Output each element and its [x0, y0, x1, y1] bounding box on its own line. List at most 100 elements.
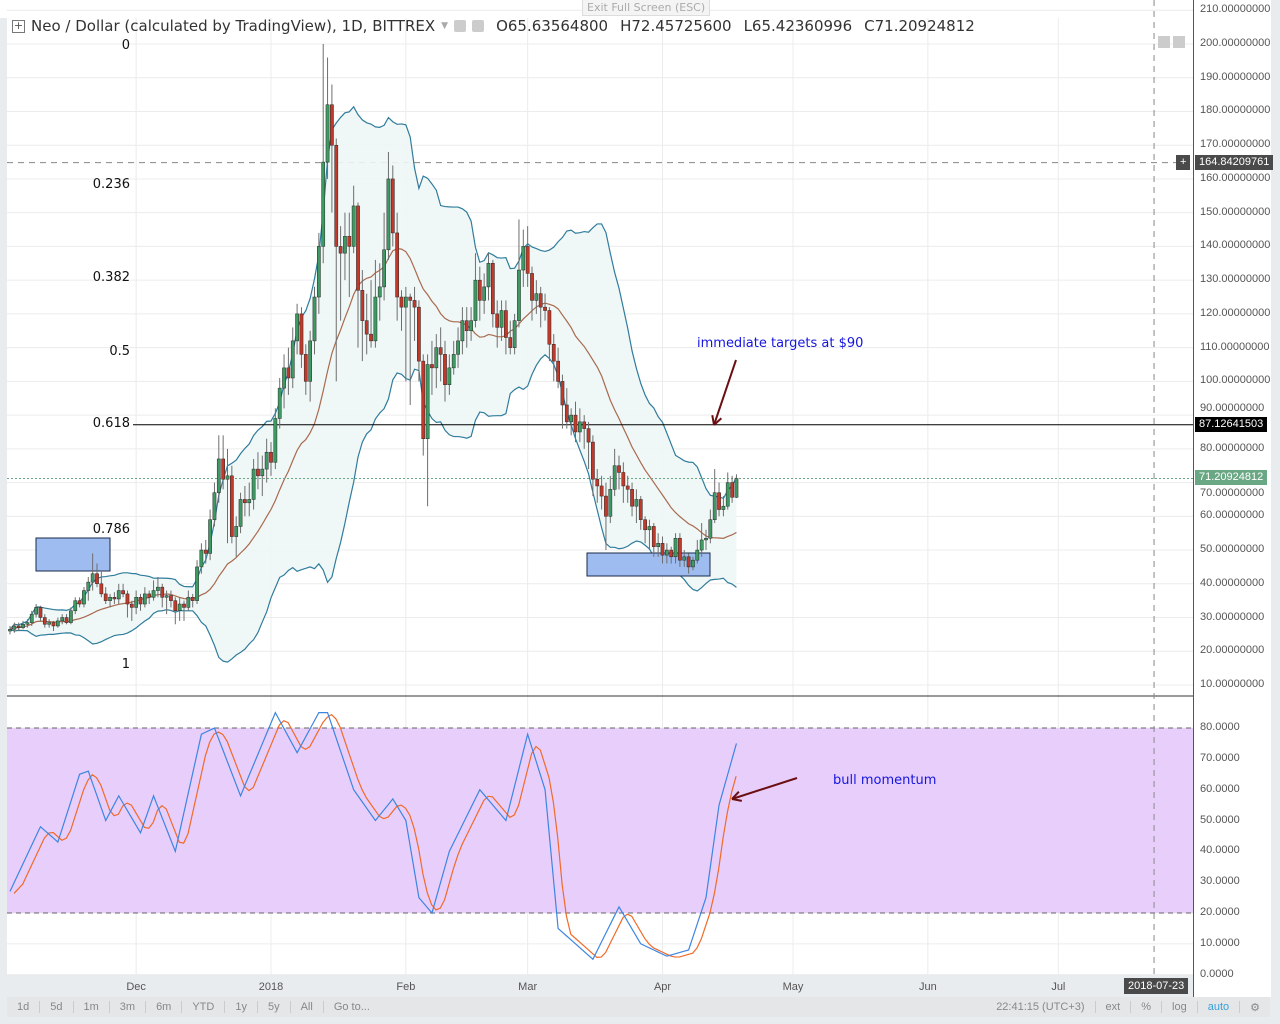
candle-up [108, 597, 112, 601]
stoch-tick-label: 0.0000 [1200, 967, 1234, 980]
bollinger-fill [10, 106, 737, 663]
candle-down [125, 593, 130, 605]
candle-up [460, 320, 465, 342]
collapse-legend-icon[interactable]: + [12, 18, 25, 33]
range-3m[interactable]: 3m [110, 1001, 147, 1013]
pane-maximize-icon[interactable] [1173, 36, 1185, 48]
add-alert-icon[interactable]: + [1176, 154, 1191, 170]
candle-up [151, 590, 156, 598]
candle-down [42, 617, 47, 625]
low-value: L65.42360996 [743, 17, 853, 35]
gear-icon[interactable] [472, 20, 485, 32]
time-axis-label: Feb [396, 981, 416, 993]
candle-down [356, 205, 360, 291]
candle-up [608, 489, 613, 517]
auto-toggle[interactable]: auto [1198, 1001, 1241, 1013]
candle-down [221, 458, 226, 480]
price-tick-label: 180.00000000 [1200, 104, 1271, 117]
candle-down [243, 499, 247, 504]
candle-up [8, 629, 12, 632]
price-tick-label: 160.00000000 [1200, 171, 1271, 184]
candle-down [417, 306, 421, 362]
candle-up [691, 559, 695, 568]
clock[interactable]: 22:41:15 (UTC+3) [986, 1001, 1096, 1013]
candle-up [82, 590, 86, 605]
price-tick-label: 80.00000000 [1200, 441, 1265, 454]
candle-down [586, 428, 591, 443]
price-tick-label: 130.00000000 [1200, 273, 1271, 286]
candle-up [208, 519, 212, 554]
close-value: C71.20924812 [864, 17, 975, 35]
price-tick-label: 200.00000000 [1200, 36, 1271, 49]
range-6m[interactable]: 6m [146, 1001, 183, 1013]
momentum-arrow-head [731, 798, 743, 802]
fib-label: 0.5 [109, 344, 130, 360]
candle-down [103, 593, 108, 601]
candle-down [560, 381, 565, 406]
price-tick-label: 190.00000000 [1200, 70, 1271, 83]
candle-down [421, 360, 426, 439]
eye-icon[interactable] [454, 20, 467, 32]
goto-button[interactable]: Go to... [333, 1001, 370, 1013]
candle-up [60, 617, 65, 622]
candle-up [569, 414, 573, 423]
fib-label: 0.786 [92, 521, 130, 537]
candle-up [482, 286, 486, 301]
candle-down [99, 583, 104, 595]
candle-up [12, 625, 17, 630]
log-toggle[interactable]: log [1162, 1001, 1198, 1013]
candle-down [230, 475, 234, 537]
candle-down [129, 603, 134, 608]
candle-up [164, 595, 169, 598]
symbol-title[interactable]: Neo / Dollar (calculated by TradingView)… [31, 17, 436, 35]
stoch-tick-label: 70.0000 [1200, 751, 1240, 764]
candle-up [247, 499, 252, 504]
range-1m[interactable]: 1m [74, 1001, 110, 1013]
candle-down [595, 478, 600, 487]
ext-toggle[interactable]: ext [1096, 1001, 1132, 1013]
chart-canvas[interactable] [0, 0, 1193, 997]
candle-up [377, 286, 382, 298]
candle-down [190, 597, 195, 601]
range-all[interactable]: All [291, 1001, 324, 1013]
candle-up [29, 613, 34, 623]
chevron-down-icon[interactable]: ▼ [441, 21, 449, 31]
candle-up [486, 263, 491, 288]
fib-price-tag: 87.12641503 [1195, 416, 1268, 432]
candle-up [116, 590, 121, 600]
candle-up [317, 246, 321, 298]
candle-down [77, 600, 82, 605]
candle-down [399, 296, 404, 308]
candle-down [95, 573, 99, 585]
candle-down [299, 313, 304, 355]
candle-down [408, 296, 413, 301]
candle-up [682, 556, 687, 561]
open-value: O65.63564800 [496, 17, 609, 35]
candle-down [591, 441, 595, 480]
pane-minimize-icon[interactable] [1158, 36, 1170, 48]
candle-down [530, 273, 534, 301]
range-1d[interactable]: 1d [7, 1001, 41, 1013]
fib-label: 0.382 [92, 269, 130, 285]
candle-up [234, 526, 239, 537]
range-5y[interactable]: 5y [258, 1001, 291, 1013]
candle-up [34, 607, 38, 615]
targets-arrow [713, 359, 737, 426]
candle-up [695, 549, 700, 561]
candle-down [491, 263, 495, 315]
candle-down [364, 320, 369, 335]
range-1y[interactable]: 1y [225, 1001, 258, 1013]
percent-toggle[interactable]: % [1131, 1001, 1163, 1013]
time-axis-label: Jun [918, 981, 937, 993]
candle-down [669, 549, 674, 558]
candle-up [499, 310, 504, 328]
range-5d[interactable]: 5d [40, 1001, 74, 1013]
range-ytd[interactable]: YTD [182, 1001, 226, 1013]
exit-fullscreen-button[interactable]: Exit Full Screen (ESC) [582, 0, 711, 16]
candle-down [604, 495, 608, 517]
candle-down [678, 537, 682, 561]
candle-down [504, 310, 508, 338]
candle-up [434, 347, 439, 369]
time-axis-label: 2018 [258, 981, 284, 993]
settings-icon[interactable]: ⚙ [1250, 1001, 1260, 1014]
